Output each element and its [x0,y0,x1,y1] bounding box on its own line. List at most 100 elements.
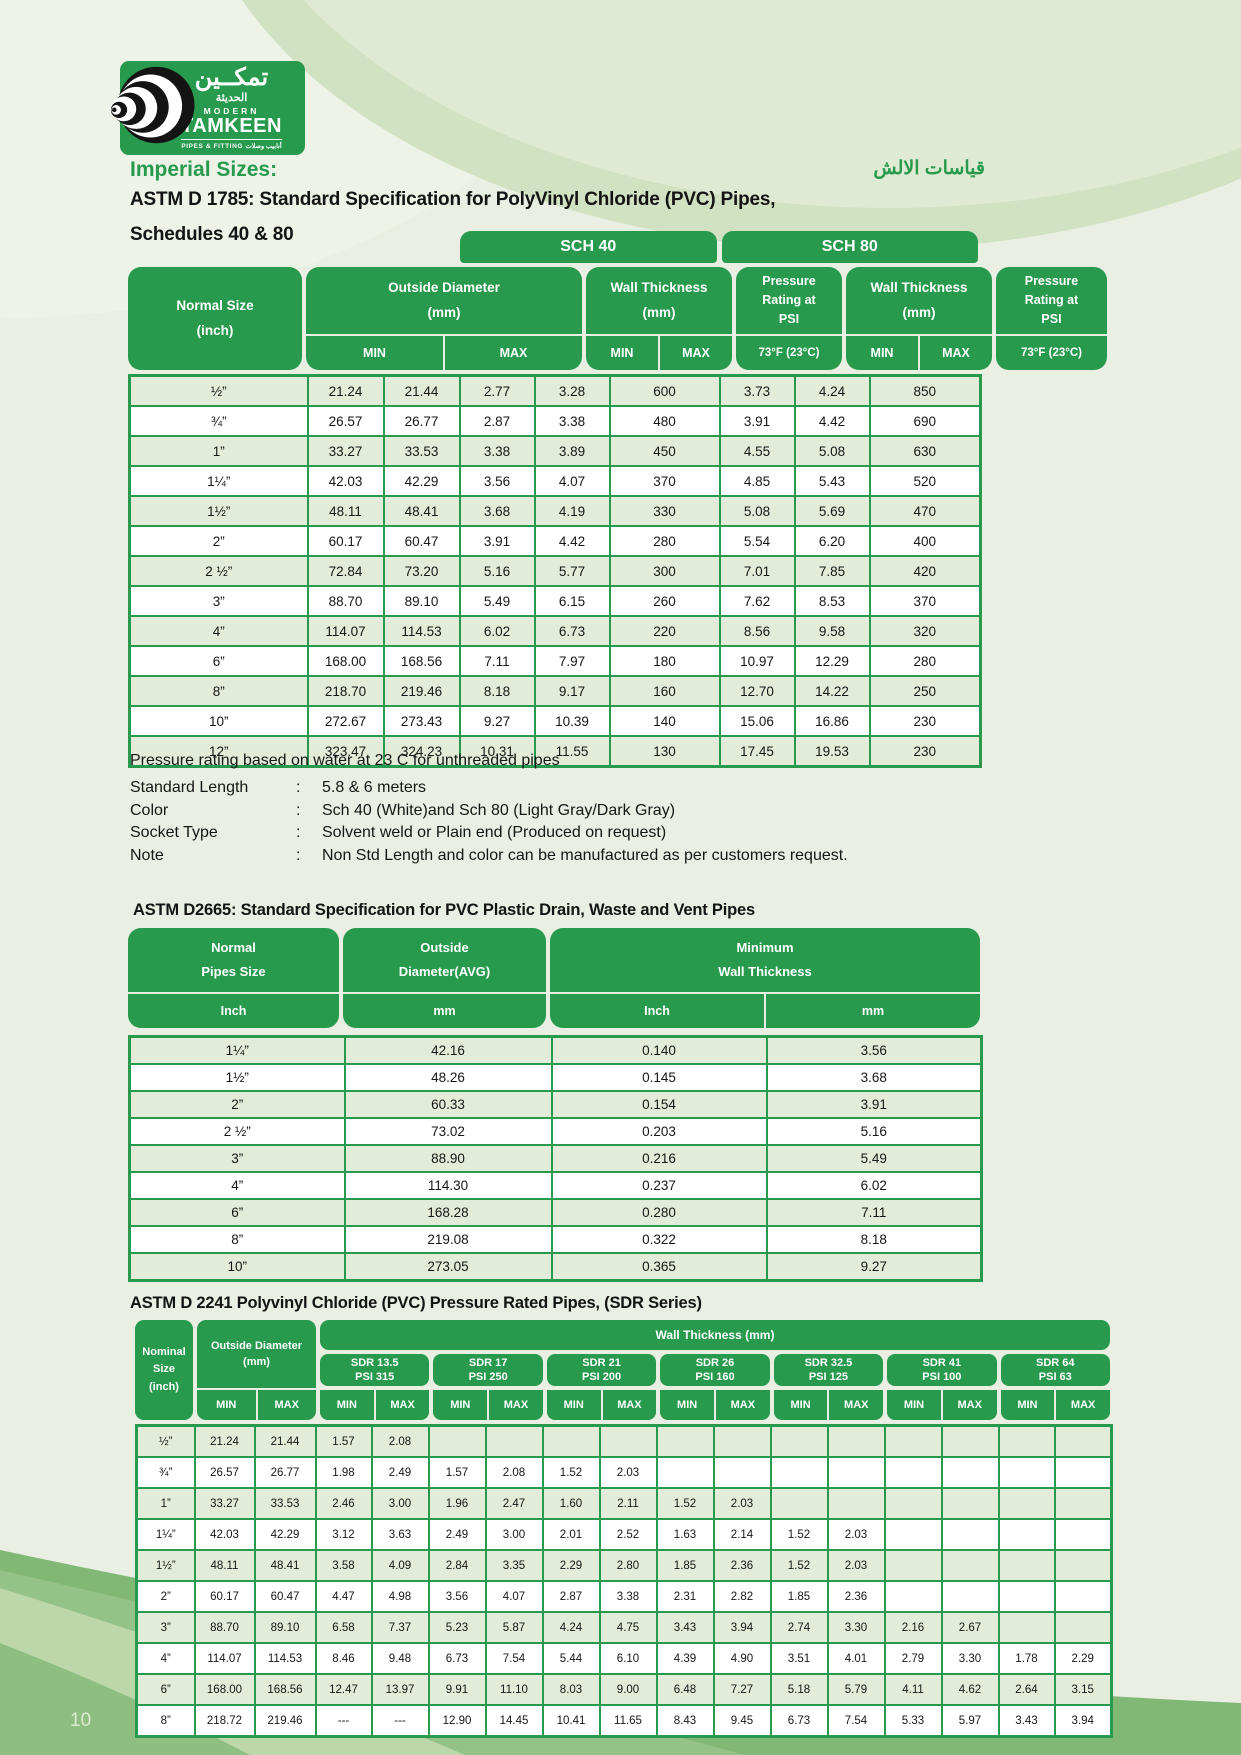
cell [484,1424,544,1458]
cell: 88.90 [343,1144,553,1173]
cell: 5.33 [883,1704,943,1738]
cell: 4.98 [370,1580,430,1613]
max-label: MAX [714,1390,770,1420]
schedule-bar: SCH 40 SCH 80 [460,231,978,263]
cell: 21.24 [193,1424,256,1458]
col-pressure-sch40: Pressure Rating at PSI 73°F (23°C) [736,267,842,370]
table-row: 1” 33.27 33.53 2.46 3.00 1.96 2.47 1.60 2.11 1.52… [135,1487,1113,1520]
t3-nominal-line1: Nominal [142,1346,186,1359]
wall-thickness-bar: Wall Thickness (mm) [320,1320,1110,1350]
sdr-32-5-minmax: MIN MAX [773,1390,884,1420]
cell: 1” [135,1487,196,1520]
cell: 10.31 [458,735,536,768]
cell: 3.91 [765,1090,983,1119]
cell [712,1456,772,1489]
cell: 3.30 [826,1611,886,1644]
normal-size-unit: (inch) [196,322,234,338]
cell: 3.58 [314,1549,373,1582]
cell: 168.56 [253,1673,317,1706]
cell: 8.43 [655,1704,715,1738]
table-row: ¾” 26.57 26.77 1.98 2.49 1.57 2.08 1.52 2.03 [135,1456,1113,1489]
cell: 3” [135,1611,196,1644]
cell [826,1424,886,1458]
t3-nominal-line2: Size [152,1363,175,1376]
cell: 6” [128,645,309,677]
cell: 260 [608,585,721,617]
cell: 4.42 [533,525,611,557]
cell: 2.64 [997,1673,1056,1706]
cell: 400 [868,525,982,557]
cell: 4” [128,1171,346,1200]
cell: 88.70 [306,585,385,617]
cell: 2.87 [458,405,536,437]
cell: 2 ½” [128,555,309,587]
table-row: 1½” 48.26 0.145 3.68 [128,1063,983,1092]
cell: 2.49 [370,1456,430,1489]
cell: 9.45 [712,1704,772,1738]
cell: 5.97 [940,1704,1000,1738]
note-standard-length: Standard Length : 5.8 & 6 meters [130,777,890,800]
cell: 8” [128,1225,346,1254]
cell [1053,1549,1113,1582]
cell: 4.55 [718,435,796,467]
wt40-label: Wall Thickness [610,279,708,295]
note-label: Socket Type [130,824,218,841]
cell [883,1487,943,1520]
cell: 7.11 [458,645,536,677]
cell: --- [370,1704,430,1738]
cell: 12” [128,735,309,768]
note-colon: : [296,779,301,796]
sdr-41-minmax: MIN MAX [887,1390,997,1420]
cell: 3.00 [370,1487,430,1520]
sdr-name: SDR 41 [922,1356,962,1369]
cell: 168.28 [343,1198,553,1227]
cell: 2 ½” [128,1117,346,1146]
logo-modern-text: MODERN [203,106,260,116]
cell: 26.77 [382,405,461,437]
cell [997,1549,1056,1582]
cell: 2.36 [712,1549,772,1582]
cell: 11.55 [533,735,611,768]
sdr-psi: PSI 315 [355,1371,395,1383]
col-outside-diameter-avg: Outside Diameter(AVG) mm [343,928,546,1028]
cell: 3” [128,1144,346,1173]
cell: 5.49 [458,585,536,617]
page-number: 10 [70,1710,92,1731]
cell: 2.16 [883,1611,943,1644]
cell: 2.08 [370,1424,430,1458]
cell: 114.07 [306,615,385,647]
cell: 42.29 [382,465,461,497]
cell: 48.11 [306,495,385,527]
cell: 3.38 [533,405,611,437]
logo-arabic-name: تمكــين [194,64,269,91]
table-row: 8” 218.70 219.46 8.18 9.17 160 12.70 14.22 250 [128,675,982,707]
cell: 8.46 [314,1642,373,1675]
cell: 10.97 [718,645,796,677]
cell [997,1518,1056,1551]
cell: 3.43 [655,1611,715,1644]
cell: 60.47 [382,525,461,557]
pr40-line3: PSI [778,311,800,326]
cell: 320 [868,615,982,647]
cell: 219.46 [253,1704,317,1738]
note-label: Standard Length [130,779,249,796]
cell: 7.27 [712,1673,772,1706]
cell: 3.68 [765,1063,983,1092]
cell: 6.73 [427,1642,487,1675]
table-row: 6” 168.28 0.280 7.11 [128,1198,983,1227]
table-row: 8” 219.08 0.322 8.18 [128,1225,983,1254]
cell: 4.85 [718,465,796,497]
cell: 1” [128,435,309,467]
notes-block: Pressure rating based on water at 23 C f… [130,752,890,867]
cell: 480 [608,405,721,437]
table-row: 12” 323.47 324.23 10.31 11.55 130 17.45 19.53 23… [128,735,982,768]
cell: 42.03 [306,465,385,497]
cell [655,1456,715,1489]
sdr-psi: PSI 250 [468,1371,508,1383]
cell: 14.22 [793,675,871,707]
min-label: MIN [336,1399,357,1411]
sch40-sch80-table: ½” 21.24 21.44 2.77 3.28 600 3.73 4.24 850 ¾” 26.5… [128,374,982,768]
cell: 9.27 [458,705,536,737]
cell: 2.03 [712,1487,772,1520]
cell: 130 [608,735,721,768]
